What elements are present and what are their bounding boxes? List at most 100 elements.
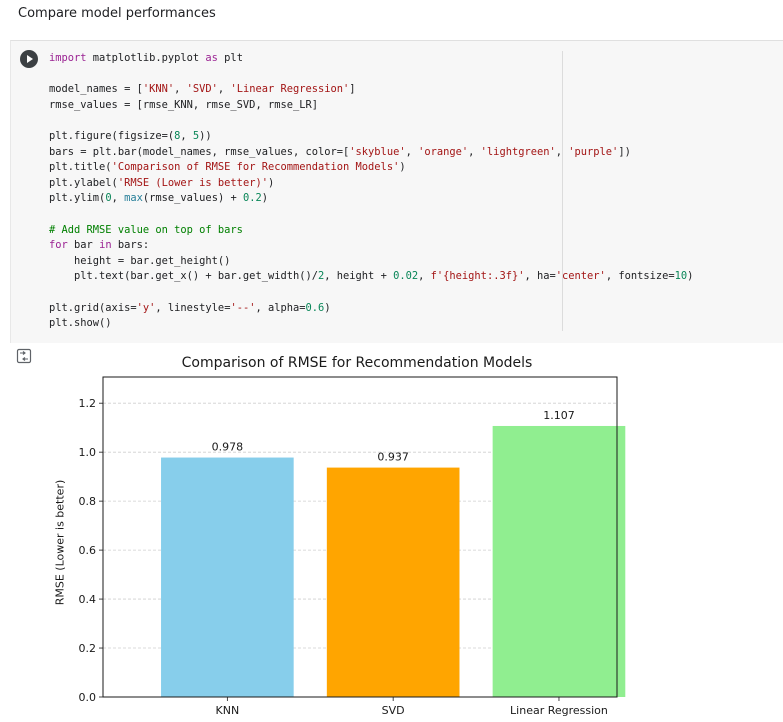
code-line [49,113,693,129]
code-token: , height + [324,270,394,283]
code-token: ]) [618,145,631,158]
code-token: plt.ylim( [49,192,106,205]
code-token: plt.figure(figsize=( [49,129,175,142]
code-line: # Add RMSE value on top of bars [49,223,693,239]
code-token: 'purple' [568,145,619,158]
chart-output: Comparison of RMSE for Recommendation Mo… [40,348,640,722]
code-token: 'KNN' [142,83,175,96]
code-line: plt.ylabel('RMSE (Lower is better)') [49,176,693,192]
code-token: f'{height:.3f}' [430,270,525,283]
code-token: rmse_values = [rmse_KNN, rmse_SVD, rmse_… [49,98,318,111]
code-token: # Add RMSE value on top of bars [49,223,243,236]
code-line: height = bar.get_height() [49,254,693,270]
code-token: 0 [105,192,112,205]
code-token: for [49,239,68,252]
code-token: bars: [111,239,150,252]
y-tick-label: 0.6 [79,544,97,557]
code-token: in [99,239,112,252]
code-token: as [205,52,218,64]
chart-title: Comparison of RMSE for Recommendation Mo… [181,355,533,371]
bar-svd [326,467,460,697]
code-token: , linestyle= [155,301,231,314]
code-editor[interactable]: import matplotlib.pyplot as plt model_nam… [49,51,693,332]
code-token: , alpha= [255,301,306,314]
code-line: plt.grid(axis='y', linestyle='--', alpha… [49,301,693,317]
bar-value-label: 0.937 [377,451,409,464]
x-tick-label: Linear Regression [510,704,608,717]
code-token: bar [67,239,100,252]
code-token: ) [324,301,331,314]
code-token: 'orange' [418,145,469,158]
code-line [49,207,693,223]
code-token: , [555,145,563,158]
code-line [49,67,693,83]
code-line: model_names = ['KNN', 'SVD', 'Linear Reg… [49,82,693,98]
code-token: , [418,270,431,283]
code-line: import matplotlib.pyplot as plt [49,51,693,67]
code-token: , [180,129,193,142]
code-token: import [49,52,87,64]
code-token: (rmse_values) + [142,192,243,205]
code-token: , [111,192,125,205]
code-cell[interactable]: import matplotlib.pyplot as plt model_nam… [10,40,783,343]
y-tick-label: 1.2 [79,397,97,410]
code-token: ) [399,161,406,174]
code-token: 'center' [555,270,606,283]
code-token: ] [349,83,356,96]
code-token: max [124,192,143,205]
code-token: 0.02 [393,270,419,283]
code-token: matplotlib.pyplot [86,52,206,64]
code-token: 0.6 [305,301,325,314]
code-line: plt.text(bar.get_x() + bar.get_width()/2… [49,269,693,285]
code-token: 'SVD' [186,83,218,96]
code-line: plt.ylim(0, max(rmse_values) + 0.2) [49,191,693,207]
code-token: plt.title( [49,161,112,174]
code-line: plt.title('Comparison of RMSE for Recomm… [49,160,693,176]
code-token: plt.text(bar.get_x() + bar.get_width()/ [49,270,318,283]
code-token: ) [261,192,269,205]
code-token: , ha= [524,270,556,283]
code-token: ) [267,176,275,189]
y-tick-label: 0.8 [79,495,97,508]
code-token: bars = plt.bar(model_names, rmse_values,… [49,145,350,158]
y-tick-label: 0.2 [79,642,97,655]
code-token: , [405,145,419,158]
code-token: '--' [230,301,256,314]
code-line: for bar in bars: [49,238,693,254]
code-token: 8 [174,129,181,142]
bar-value-label: 1.107 [543,409,575,422]
x-tick-label: KNN [216,704,240,717]
code-token: 'Comparison of RMSE for Recommendation M… [111,161,400,174]
code-token: height = bar.get_height() [49,254,231,267]
code-token: 5 [192,129,200,142]
y-tick-label: 0.4 [79,593,97,606]
code-token: 'skyblue' [349,145,406,158]
bar-knn [161,457,294,697]
code-token: )) [199,129,212,142]
code-line: rmse_values = [rmse_KNN, rmse_SVD, rmse_… [49,98,693,114]
run-cell-button[interactable] [20,50,38,68]
bar-chart: 0.978 KNN 0.937 SVD 1.107 Linear Regression 0.… [79,376,626,717]
code-line: plt.show() [49,316,693,332]
output-actions-icon[interactable] [16,348,32,364]
code-token: 0.2 [242,192,262,205]
code-line: bars = plt.bar(model_names, rmse_values,… [49,145,693,161]
code-line [49,285,693,301]
plot-frame [102,376,618,698]
code-line: plt.figure(figsize=(8, 5)) [49,129,693,145]
code-token: 10 [674,270,688,283]
line-length-ruler [562,51,563,331]
code-token: , [174,83,187,96]
bar-value-label: 0.978 [212,441,244,454]
code-token: , [217,83,231,96]
code-token: 'RMSE (Lower is better)' [117,176,268,189]
code-token: 'y' [136,301,156,314]
code-token: , fontsize= [605,270,675,283]
code-token: plt.show() [49,317,112,330]
code-token: plt [217,52,243,64]
code-token: 'lightgreen' [480,145,556,158]
y-tick-label: 1.0 [79,446,97,459]
code-token: plt.ylabel( [49,176,118,189]
section-heading: Compare model performances [18,6,216,21]
code-token: 2 [318,270,325,283]
